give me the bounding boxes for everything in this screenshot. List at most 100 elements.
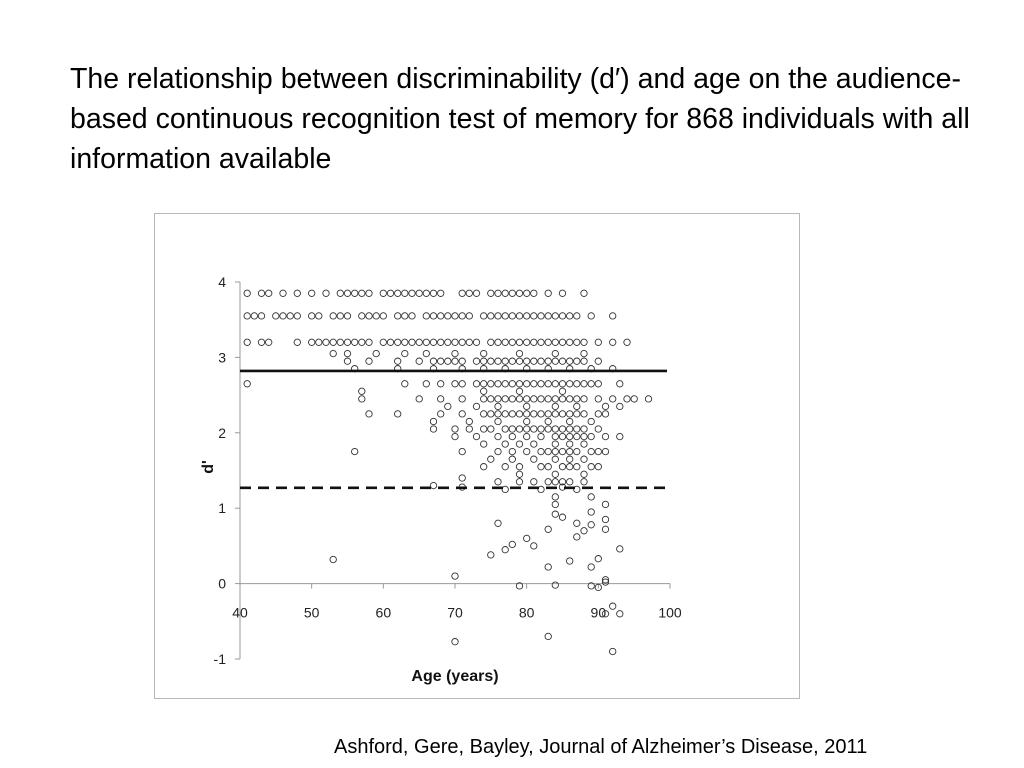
data-point [587, 312, 595, 320]
data-point [558, 357, 567, 365]
data-point [587, 563, 595, 571]
data-point [544, 410, 552, 418]
data-point [336, 338, 344, 346]
data-point [551, 500, 559, 509]
data-point [508, 455, 516, 463]
data-point [379, 338, 387, 346]
data-point [329, 338, 337, 346]
data-point [551, 470, 559, 478]
data-point [530, 478, 538, 486]
data-point [358, 289, 366, 297]
data-point [401, 312, 409, 320]
data-point [501, 289, 509, 297]
x-tick-label: 50 [304, 605, 320, 621]
data-point [408, 312, 416, 320]
data-point [558, 395, 567, 403]
data-point [530, 289, 538, 297]
data-point [480, 463, 488, 471]
data-point [523, 395, 531, 403]
data-point [394, 312, 402, 320]
data-point [494, 312, 502, 320]
data-point [408, 338, 416, 346]
data-point [573, 395, 581, 403]
data-point [365, 338, 373, 346]
data-point [573, 447, 581, 456]
data-point [573, 312, 581, 320]
data-point [401, 289, 409, 297]
data-point [480, 410, 488, 418]
data-point [293, 312, 301, 320]
data-point [458, 289, 466, 297]
data-point [544, 338, 552, 346]
data-point [465, 312, 473, 320]
data-point [515, 387, 524, 395]
data-point [494, 357, 502, 365]
data-point [566, 425, 574, 433]
data-point [523, 380, 531, 388]
data-point [594, 583, 602, 592]
data-point [573, 463, 581, 471]
data-point [422, 338, 430, 346]
data-point [587, 432, 595, 441]
data-point [523, 289, 531, 297]
data-point [508, 312, 516, 320]
data-point [523, 402, 531, 411]
data-point [544, 425, 552, 433]
data-point [508, 357, 516, 365]
data-point [480, 395, 488, 403]
data-point [594, 410, 602, 418]
data-point [587, 417, 595, 426]
data-point [437, 410, 445, 418]
data-point [451, 312, 459, 320]
data-point [329, 349, 337, 358]
data-point [487, 551, 495, 559]
data-point [601, 576, 610, 584]
data-point [472, 380, 481, 388]
data-point [243, 312, 251, 320]
axes: -1 0 1 2 3 4 40 50 60 70 80 90 100 [214, 274, 682, 667]
data-points [243, 289, 653, 656]
data-point [587, 582, 595, 590]
data-point [551, 395, 559, 403]
data-point [551, 440, 559, 448]
y-tick-label: 3 [218, 349, 226, 365]
data-point [336, 289, 344, 297]
data-point [558, 447, 567, 456]
data-point [365, 410, 373, 418]
data-point [573, 338, 581, 346]
data-point [451, 357, 459, 365]
data-point [365, 289, 373, 297]
data-point [594, 338, 602, 346]
data-point [573, 485, 581, 494]
data-point [472, 432, 481, 441]
data-point [573, 410, 581, 418]
data-point [315, 338, 323, 346]
data-point [437, 380, 445, 388]
data-point [566, 312, 574, 320]
data-point [279, 289, 287, 297]
data-point [351, 447, 359, 456]
data-point [544, 312, 552, 320]
data-point [394, 289, 402, 297]
data-point [580, 527, 588, 535]
data-point [530, 357, 538, 365]
data-point [566, 357, 574, 365]
data-point [422, 349, 430, 358]
data-point [508, 410, 516, 418]
data-point [415, 395, 423, 403]
data-point [609, 395, 617, 403]
data-point [501, 425, 509, 433]
data-point [437, 357, 445, 365]
data-point [437, 289, 445, 297]
data-point [580, 410, 588, 418]
data-point [551, 380, 559, 388]
data-point [465, 338, 473, 346]
data-point [458, 474, 466, 482]
data-point [480, 312, 488, 320]
data-point [587, 380, 595, 388]
data-point [573, 519, 581, 527]
data-point [257, 289, 266, 297]
y-axis-title: d' [200, 460, 217, 474]
data-point [465, 417, 473, 426]
data-point [508, 380, 516, 388]
